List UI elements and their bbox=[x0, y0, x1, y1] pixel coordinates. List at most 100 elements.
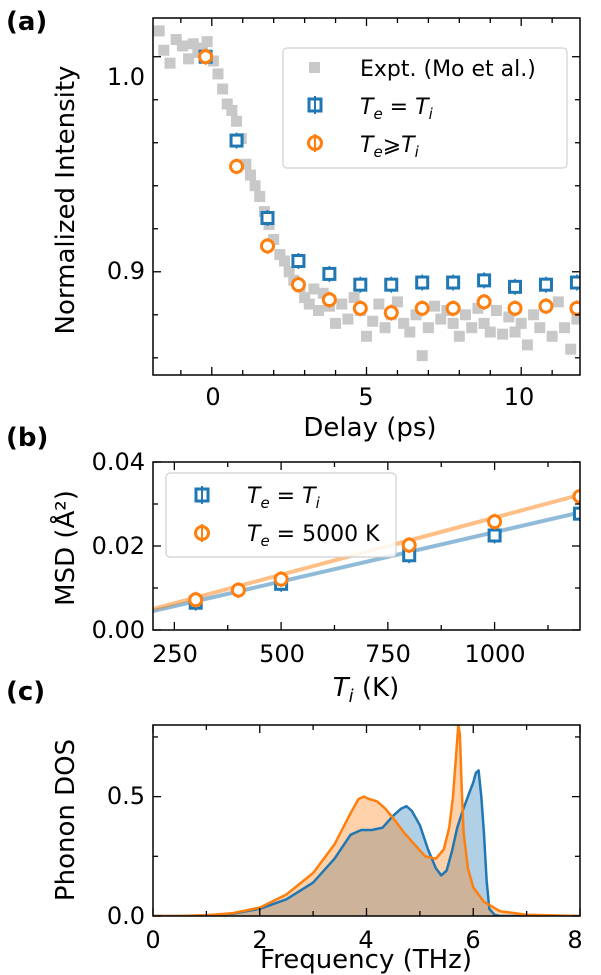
c-xtick-label-6: 6 bbox=[465, 926, 480, 954]
b-xtick-label-250: 250 bbox=[152, 640, 198, 668]
te-ge-ti-point-11 bbox=[538, 298, 554, 314]
te-ti-point-4 bbox=[322, 266, 337, 281]
msd-te-5000-point-2 bbox=[273, 571, 289, 587]
te-ti-point-9 bbox=[477, 273, 492, 288]
te-ge-ti-point-6 bbox=[383, 305, 399, 321]
te-ti-point-3 bbox=[291, 254, 306, 269]
c-xtick-label-2: 2 bbox=[252, 926, 267, 954]
b-legend-label-te-ti: Te = Ti bbox=[247, 484, 321, 512]
b-xtick-label-1000: 1000 bbox=[464, 640, 525, 668]
expt-point-48 bbox=[410, 309, 422, 321]
expt-point-46 bbox=[398, 317, 410, 329]
a-legend-box bbox=[282, 47, 568, 169]
b-legend-label-te-5000: Te = 5000 K bbox=[247, 522, 380, 550]
expt-point-64 bbox=[509, 326, 521, 338]
msd-te-5000-point-3 bbox=[401, 537, 417, 553]
expt-point-67 bbox=[528, 309, 540, 321]
te-ti-point-12 bbox=[569, 275, 580, 290]
a-yaxis-label: Normalized Intensity bbox=[51, 66, 81, 335]
b-legend: Te = Ti Te = 5000 K bbox=[165, 472, 397, 558]
expt-point-33 bbox=[317, 287, 329, 299]
expt-point-73 bbox=[565, 343, 577, 355]
expt-point-6 bbox=[187, 38, 199, 50]
expt-point-56 bbox=[460, 309, 472, 321]
expt-point-50 bbox=[422, 322, 434, 334]
expt-point-12 bbox=[217, 83, 229, 95]
dos-te-5000-area bbox=[153, 725, 580, 916]
b-yaxis-label: MSD (Å²) bbox=[49, 490, 81, 606]
expt-point-30 bbox=[303, 298, 315, 310]
expt-point-62 bbox=[497, 328, 509, 340]
b-legend-marker-te-5000 bbox=[194, 525, 210, 541]
te-ti-point-8 bbox=[446, 275, 461, 290]
expt-point-19 bbox=[249, 180, 261, 192]
expt-point-24 bbox=[274, 249, 286, 261]
expt-point-29 bbox=[299, 292, 311, 304]
te-ti-point-7 bbox=[415, 275, 430, 290]
a-ytick-label-0.9: 0.9 bbox=[107, 257, 145, 285]
c-ytick-label-0.5: 0.5 bbox=[107, 782, 145, 810]
expt-point-32 bbox=[313, 304, 325, 316]
expt-point-13 bbox=[221, 98, 233, 110]
te-ge-ti-point-3 bbox=[290, 277, 306, 293]
a-legend: Expt. (Mo et al.) Te = Ti Te⩾Ti bbox=[282, 47, 568, 169]
te-ge-ti-point-1 bbox=[229, 158, 245, 174]
te-ge-ti-point-2 bbox=[259, 238, 275, 254]
te-ge-ti-point-12 bbox=[569, 300, 580, 316]
expt-point-70 bbox=[546, 330, 558, 342]
panel-label-b: (b) bbox=[6, 423, 48, 453]
b-ytick-label-0.04: 0.04 bbox=[92, 448, 145, 476]
dos-te-ti-area bbox=[153, 770, 580, 916]
a-legend-marker-te-ti bbox=[307, 97, 323, 113]
expt-point-54 bbox=[447, 317, 459, 329]
c-xaxis-label: Frequency (THz) bbox=[260, 945, 472, 975]
expt-point-17 bbox=[240, 158, 252, 170]
b-legend-box bbox=[165, 472, 397, 558]
expt-point-55 bbox=[453, 330, 465, 342]
te-ti-point-11 bbox=[538, 277, 553, 292]
expt-point-60 bbox=[484, 326, 496, 338]
expt-point-4 bbox=[176, 40, 188, 52]
expt-point-8 bbox=[197, 42, 209, 54]
panel-label-a: (a) bbox=[6, 7, 47, 37]
expt-point-40 bbox=[361, 330, 372, 342]
expt-point-72 bbox=[559, 322, 571, 334]
expt-point-63 bbox=[503, 311, 515, 323]
expt-point-5 bbox=[183, 53, 195, 65]
a-xtick-label-10: 10 bbox=[504, 383, 535, 411]
expt-point-57 bbox=[466, 322, 478, 334]
expt-point-52 bbox=[435, 313, 447, 325]
expt-point-36 bbox=[336, 298, 348, 310]
c-yaxis-label: Phonon DOS bbox=[51, 739, 81, 901]
b-ytick-label-0.02: 0.02 bbox=[92, 532, 145, 560]
expt-point-25 bbox=[279, 255, 291, 267]
a-xtick-label-5: 5 bbox=[358, 383, 373, 411]
c-ytick-label-0.0: 0.0 bbox=[107, 902, 145, 930]
expt-point-38 bbox=[348, 292, 360, 304]
expt-point-45 bbox=[391, 296, 403, 308]
chart-b: 250 500 750 1000 0.00 0.02 0.04 Ti (K) M… bbox=[49, 448, 581, 707]
a-legend-label-te-ti: Te = Ti bbox=[360, 95, 434, 123]
expt-point-68 bbox=[534, 322, 546, 334]
te-ge-ti-point-7 bbox=[414, 300, 430, 316]
a-legend-marker-expt bbox=[309, 62, 320, 73]
expt-point-26 bbox=[283, 266, 295, 278]
a-ytick-label-1.0: 1.0 bbox=[107, 63, 145, 91]
expt-point-15 bbox=[231, 115, 243, 127]
expt-point-0 bbox=[153, 25, 165, 37]
msd-te-5000-point-0 bbox=[188, 592, 204, 608]
expt-point-10 bbox=[207, 55, 219, 67]
c-xtick-label-4: 4 bbox=[358, 926, 373, 954]
te-ti-point-5 bbox=[353, 277, 368, 292]
msd-te-ti-point-3 bbox=[487, 528, 502, 543]
b-xtick-label-750: 750 bbox=[365, 640, 411, 668]
expt-point-59 bbox=[478, 317, 490, 329]
panel-label-c: (c) bbox=[6, 677, 45, 707]
expt-point-11 bbox=[212, 68, 224, 80]
a-legend-label-te-ge-ti: Te⩾Ti bbox=[360, 133, 420, 161]
expt-point-41 bbox=[367, 315, 379, 327]
expt-point-47 bbox=[404, 326, 416, 338]
dos-te-5000-line bbox=[153, 725, 580, 916]
expt-point-51 bbox=[429, 300, 441, 312]
